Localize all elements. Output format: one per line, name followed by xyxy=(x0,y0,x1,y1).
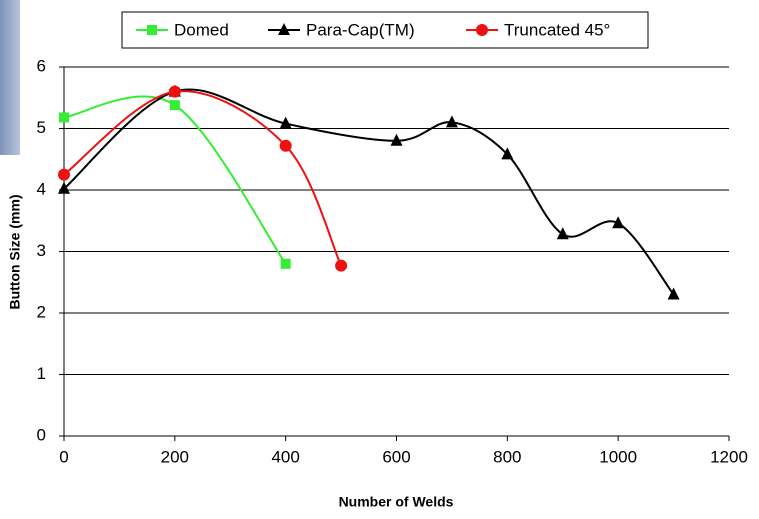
data-point xyxy=(58,181,70,194)
legend-marker xyxy=(278,23,290,35)
data-point xyxy=(279,116,292,129)
x-tick-label: 800 xyxy=(493,447,521,466)
data-point xyxy=(556,227,569,240)
data-point xyxy=(279,139,292,152)
decoration xyxy=(0,0,20,155)
x-tick-label: 0 xyxy=(59,447,68,466)
data-point xyxy=(612,216,625,229)
data-point xyxy=(445,115,458,128)
y-axis-label: Button Size (mm) xyxy=(7,194,23,309)
series-line xyxy=(63,95,287,265)
y-tick-label: 3 xyxy=(37,241,46,260)
x-tick-label: 1000 xyxy=(599,447,637,466)
legend-label: Truncated 45° xyxy=(504,20,610,39)
y-tick-label: 5 xyxy=(37,118,46,137)
data-point xyxy=(59,112,69,123)
x-tick-label: 400 xyxy=(271,447,299,466)
y-tick-label: 4 xyxy=(37,179,46,198)
y-tick-label: 6 xyxy=(37,56,46,75)
legend-marker xyxy=(476,24,488,36)
legend-label: Domed xyxy=(174,20,229,39)
data-point xyxy=(501,147,514,160)
y-tick-label: 0 xyxy=(37,425,46,444)
x-tick-label: 1200 xyxy=(710,447,748,466)
data-point xyxy=(667,287,680,300)
legend-label: Para-Cap(TM) xyxy=(306,20,415,39)
data-point xyxy=(390,133,403,146)
y-tick-label: 1 xyxy=(37,364,46,383)
data-point xyxy=(168,85,181,98)
data-point xyxy=(335,259,348,272)
legend-marker xyxy=(147,25,157,35)
x-tick-label: 200 xyxy=(161,447,189,466)
data-point xyxy=(280,258,291,269)
x-tick-label: 600 xyxy=(382,447,410,466)
legend-box xyxy=(121,11,649,49)
data-point xyxy=(169,100,180,111)
y-tick-label: 2 xyxy=(37,302,46,321)
series-line xyxy=(63,88,675,296)
data-point xyxy=(58,168,70,181)
series-line xyxy=(63,90,342,267)
x-axis-label: Number of Welds xyxy=(339,494,454,510)
